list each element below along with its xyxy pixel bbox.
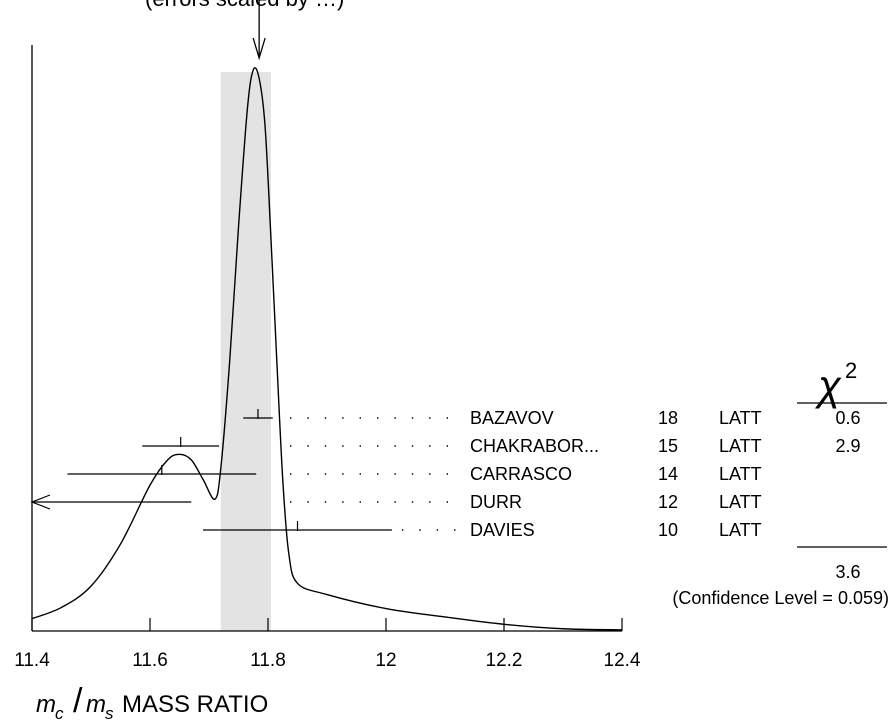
x-tick-label: 12	[375, 650, 396, 671]
average-band	[220, 72, 271, 631]
measurement-row: CARRASCO 14 LATT	[67, 464, 762, 484]
measurement-ref: 14	[658, 464, 678, 484]
measurement-author: DAVIES	[470, 520, 535, 540]
top-caption: (errors scaled by …)	[145, 0, 344, 11]
measurement-author: CHAKRABOR...	[470, 436, 599, 456]
measurement-technique: LATT	[719, 492, 762, 512]
x-label-slash: /	[73, 682, 83, 720]
measurement-chi2: 0.6	[835, 408, 860, 428]
x-tick-label: 11.4	[14, 650, 50, 671]
measurement-technique: LATT	[719, 464, 762, 484]
measurement-row: DAVIES 10 LATT	[203, 520, 762, 540]
measurement-ref: 18	[658, 408, 678, 428]
confidence-level: (Confidence Level = 0.059)	[672, 588, 889, 608]
measurement-author: DURR	[470, 492, 522, 512]
measurement-ref: 15	[658, 436, 678, 456]
x-tick-label: 11.8	[250, 650, 286, 671]
measurement-author: BAZAVOV	[470, 408, 554, 428]
x-axis-label: m c / m s MASS RATIO	[36, 682, 268, 721]
average-arrow-head	[252, 37, 266, 61]
chi2-symbol: χ	[814, 362, 842, 409]
x-label-m-c: m	[36, 691, 56, 718]
average-arrow	[252, 0, 266, 61]
measurement-chi2: 2.9	[835, 436, 860, 456]
measurement-technique: LATT	[719, 408, 762, 428]
ideogram-curve	[31, 67, 623, 631]
measurement-technique: LATT	[719, 520, 762, 540]
measurement-rows: BAZAVOV 18 LATT 0.6 CHAKRABOR... 15 LATT 2.9 CAR…	[30, 408, 861, 540]
x-label-s-sub: s	[105, 704, 114, 721]
x-label-m-s: m	[86, 691, 106, 718]
x-tick-label: 11.6	[132, 650, 168, 671]
measurement-ref: 12	[658, 492, 678, 512]
x-tick-label: 12.2	[486, 650, 523, 671]
measurement-row: BAZAVOV 18 LATT 0.6	[243, 408, 861, 428]
chi2-exponent: 2	[845, 358, 857, 383]
measurement-row: DURR 12 LATT	[30, 492, 762, 512]
measurement-technique: LATT	[719, 436, 762, 456]
measurement-row: CHAKRABOR... 15 LATT 2.9	[142, 436, 861, 456]
x-ticks: 11.4 11.6 11.8 12 12.2 12.4	[14, 618, 641, 671]
measurement-author: CARRASCO	[470, 464, 572, 484]
error-bar-arrow	[30, 494, 51, 510]
measurement-ref: 10	[658, 520, 678, 540]
x-label-text: MASS RATIO	[122, 691, 268, 718]
chi2-total: 3.6	[835, 562, 860, 582]
x-tick-label: 12.4	[604, 650, 641, 671]
x-label-c-sub: c	[55, 704, 64, 721]
